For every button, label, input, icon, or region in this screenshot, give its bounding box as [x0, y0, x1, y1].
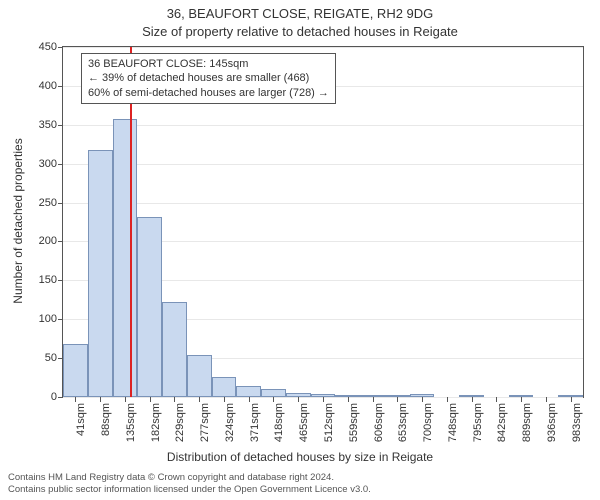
gridline	[63, 164, 583, 165]
histogram-bar	[261, 389, 286, 397]
ytick-label: 250	[39, 197, 63, 209]
xtick-mark	[273, 397, 274, 402]
xtick-mark	[199, 397, 200, 402]
chart-title-line2: Size of property relative to detached ho…	[0, 24, 600, 39]
xtick-mark	[174, 397, 175, 402]
xtick-mark	[75, 397, 76, 402]
xtick-mark	[348, 397, 349, 402]
gridline	[63, 47, 583, 48]
y-axis-label: Number of detached properties	[11, 138, 25, 303]
ytick-label: 0	[51, 391, 63, 403]
xtick-mark	[447, 397, 448, 402]
xtick-label: 324sqm	[224, 403, 236, 442]
legend-box: 36 BEAUFORT CLOSE: 145sqm← 39% of detach…	[81, 53, 336, 104]
xtick-label: 795sqm	[472, 403, 484, 442]
ytick-label: 50	[45, 352, 63, 364]
xtick-label: 41sqm	[75, 403, 87, 436]
legend-line: 60% of semi-detached houses are larger (…	[88, 86, 329, 100]
ytick-label: 300	[39, 158, 63, 170]
xtick-mark	[521, 397, 522, 402]
xtick-mark	[100, 397, 101, 402]
xtick-mark	[249, 397, 250, 402]
xtick-label: 229sqm	[174, 403, 186, 442]
ytick-label: 400	[39, 80, 63, 92]
xtick-mark	[224, 397, 225, 402]
histogram-bar	[137, 217, 162, 397]
histogram-bar	[212, 377, 237, 397]
xtick-label: 842sqm	[496, 403, 508, 442]
gridline	[63, 125, 583, 126]
histogram-bar	[88, 150, 113, 397]
xtick-label: 653sqm	[397, 403, 409, 442]
xtick-label: 606sqm	[373, 403, 385, 442]
histogram-bar	[162, 302, 187, 397]
gridline	[63, 203, 583, 204]
xtick-label: 88sqm	[100, 403, 112, 436]
figure: 36, BEAUFORT CLOSE, REIGATE, RH2 9DG Siz…	[0, 0, 600, 500]
xtick-label: 135sqm	[125, 403, 137, 442]
xtick-mark	[571, 397, 572, 402]
xtick-mark	[397, 397, 398, 402]
xtick-mark	[150, 397, 151, 402]
plot-area: 05010015020025030035040045041sqm88sqm135…	[62, 46, 584, 398]
xtick-mark	[373, 397, 374, 402]
xtick-mark	[422, 397, 423, 402]
xtick-label: 512sqm	[323, 403, 335, 442]
ytick-label: 200	[39, 235, 63, 247]
xtick-label: 748sqm	[447, 403, 459, 442]
legend-line: 36 BEAUFORT CLOSE: 145sqm	[88, 57, 329, 71]
histogram-bar	[113, 119, 138, 397]
xtick-label: 889sqm	[521, 403, 533, 442]
legend-line: ← 39% of detached houses are smaller (46…	[88, 71, 329, 85]
xtick-label: 182sqm	[150, 403, 162, 442]
xtick-mark	[496, 397, 497, 402]
histogram-bar	[187, 355, 212, 397]
xtick-label: 465sqm	[298, 403, 310, 442]
ytick-label: 450	[39, 41, 63, 53]
ytick-label: 150	[39, 274, 63, 286]
xtick-label: 700sqm	[422, 403, 434, 442]
xtick-mark	[125, 397, 126, 402]
chart-title-line1: 36, BEAUFORT CLOSE, REIGATE, RH2 9DG	[0, 6, 600, 21]
xtick-mark	[323, 397, 324, 402]
ytick-label: 350	[39, 119, 63, 131]
xtick-label: 371sqm	[249, 403, 261, 442]
xtick-mark	[298, 397, 299, 402]
xtick-label: 983sqm	[571, 403, 583, 442]
footer-attribution: Contains HM Land Registry data © Crown c…	[8, 472, 371, 496]
footer-line: Contains HM Land Registry data © Crown c…	[8, 472, 371, 484]
xtick-label: 936sqm	[546, 403, 558, 442]
ytick-label: 100	[39, 313, 63, 325]
xtick-label: 418sqm	[273, 403, 285, 442]
histogram-bar	[63, 344, 88, 397]
xtick-mark	[472, 397, 473, 402]
x-axis-label: Distribution of detached houses by size …	[0, 450, 600, 464]
footer-line: Contains public sector information licen…	[8, 484, 371, 496]
histogram-bar	[236, 386, 261, 397]
xtick-label: 277sqm	[199, 403, 211, 442]
xtick-label: 559sqm	[348, 403, 360, 442]
xtick-mark	[546, 397, 547, 402]
